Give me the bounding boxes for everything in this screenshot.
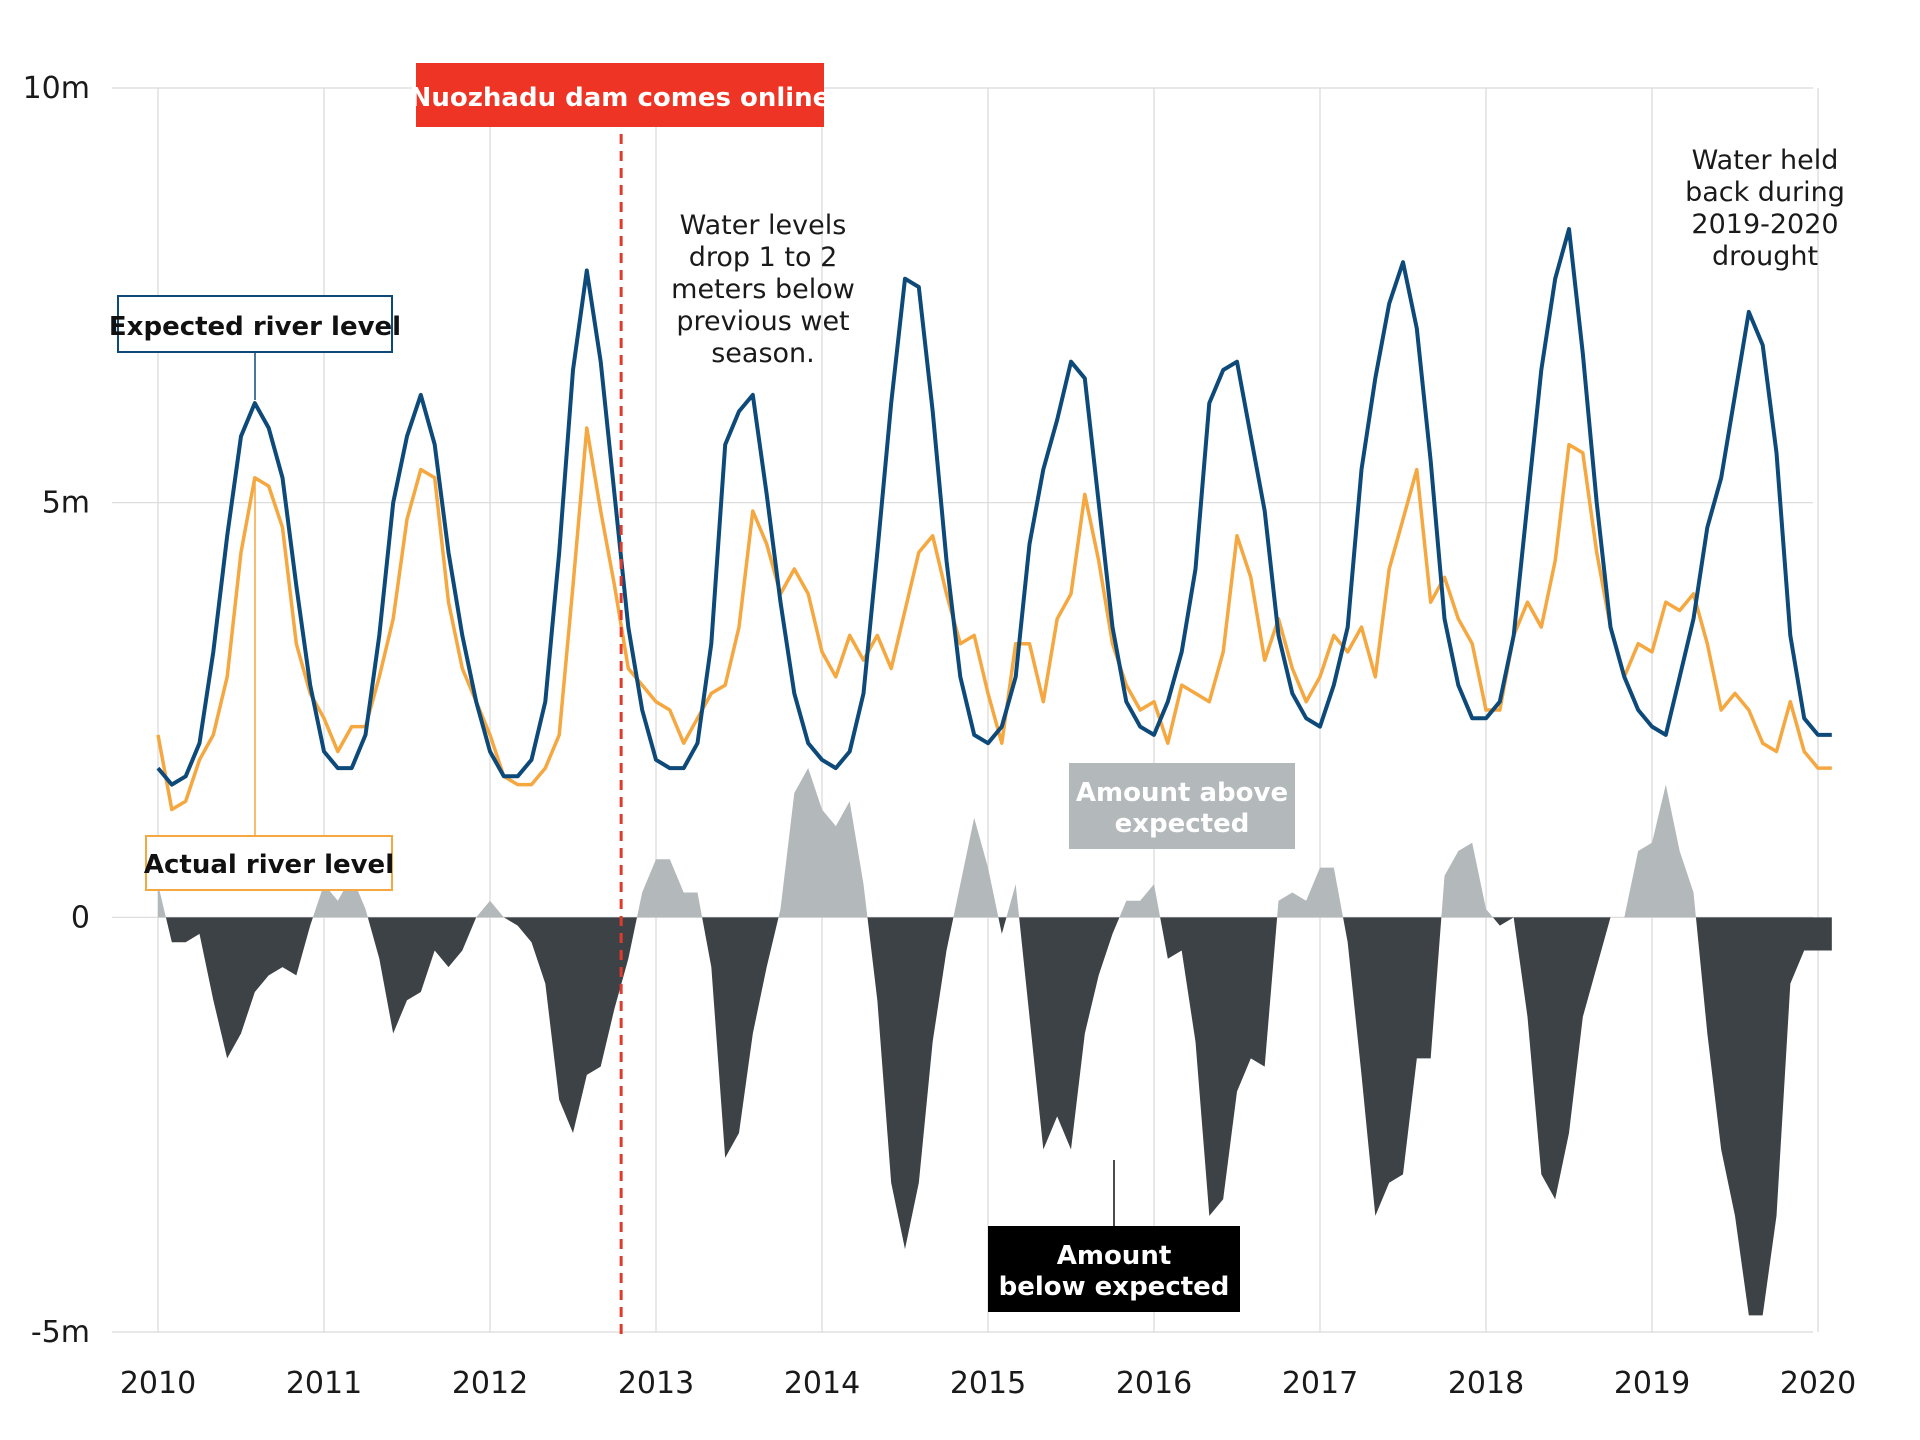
above-label-box xyxy=(1069,763,1295,849)
above-expected-area xyxy=(1006,884,1020,918)
y-tick-label: 0 xyxy=(71,900,90,935)
above-label-line1: Amount above xyxy=(1076,778,1288,808)
below-expected-area xyxy=(1343,917,1442,1216)
actual-river-level-line xyxy=(156,426,1832,812)
x-tick-label: 2014 xyxy=(784,1366,860,1401)
below-expected-area xyxy=(702,917,779,1158)
below-label-line1: Amount xyxy=(1057,1241,1172,1271)
above-expected-area xyxy=(158,884,166,918)
dam-label-box xyxy=(416,63,824,127)
expected-label-box xyxy=(117,295,393,353)
above-expected-area xyxy=(636,859,703,918)
water-held-line1: Water held xyxy=(1692,145,1839,176)
x-tick-label: 2013 xyxy=(618,1366,694,1401)
above-expected-area xyxy=(1119,884,1161,918)
below-label-box xyxy=(988,1226,1240,1312)
above-expected-area xyxy=(1441,842,1493,918)
actual-label-box xyxy=(145,835,393,891)
below-expected-area xyxy=(1160,917,1278,1216)
x-tick-label: 2015 xyxy=(950,1366,1026,1401)
y-tick-label: -5m xyxy=(31,1315,90,1350)
water-drop-line2: drop 1 to 2 xyxy=(689,242,838,273)
x-tick-label: 2011 xyxy=(286,1366,362,1401)
below-expected-area xyxy=(1019,917,1120,1150)
actual-label: Actual river level xyxy=(144,850,394,880)
dam-label: Nuozhadu dam comes online xyxy=(410,83,831,113)
series-lines xyxy=(156,227,1832,812)
water-drop-line1: Water levels xyxy=(680,210,847,241)
water-drop-line3: meters below xyxy=(671,274,855,305)
above-expected-area xyxy=(953,817,999,918)
x-tick-label: 2016 xyxy=(1116,1366,1192,1401)
above-expected-area xyxy=(778,768,868,918)
below-expected-area xyxy=(867,917,954,1250)
water-held-line2: back during xyxy=(1685,177,1845,208)
water-held-annotation: Water held back during 2019-2020 drought xyxy=(1685,145,1845,272)
x-tick-label: 2017 xyxy=(1282,1366,1358,1401)
y-tick-label: 10m xyxy=(23,71,90,106)
x-tick-label: 2019 xyxy=(1614,1366,1690,1401)
below-expected-area xyxy=(1492,917,1625,1200)
x-tick-label: 2012 xyxy=(452,1366,528,1401)
below-expected-area xyxy=(165,917,313,1059)
difference-area xyxy=(158,768,1832,1316)
below-expected-area xyxy=(367,917,477,1034)
above-label-line2: expected xyxy=(1115,809,1250,839)
water-drop-line5: season. xyxy=(711,338,815,369)
below-expected-area xyxy=(1695,917,1832,1316)
expected-label: Expected river level xyxy=(109,312,401,342)
below-expected-area xyxy=(998,917,1007,934)
above-expected-area xyxy=(1277,867,1344,918)
above-expected-area xyxy=(476,900,504,918)
water-drop-line4: previous wet xyxy=(676,306,849,337)
below-label-line2: below expected xyxy=(999,1272,1230,1302)
below-expected-area xyxy=(503,917,637,1133)
water-drop-annotation: Water levels drop 1 to 2 meters below pr… xyxy=(671,210,855,369)
water-held-line4: drought xyxy=(1712,241,1818,272)
x-tick-label: 2018 xyxy=(1448,1366,1524,1401)
above-expected-area xyxy=(1610,784,1696,918)
expected-river-level-line xyxy=(156,227,1832,787)
axis-tick-labels: -5m 0 5m 10m 2010 2011 2012 2013 2014 2015 2016 201… xyxy=(23,71,1857,1401)
water-held-line3: 2019-2020 xyxy=(1691,209,1838,240)
x-tick-label: 2010 xyxy=(120,1366,196,1401)
y-tick-label: 5m xyxy=(42,486,90,521)
x-tick-label: 2020 xyxy=(1780,1366,1856,1401)
